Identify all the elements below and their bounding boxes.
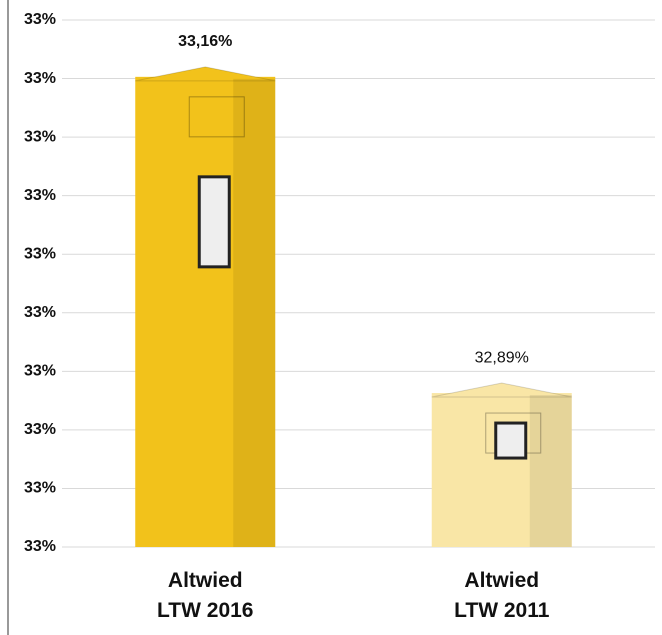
y-tick-label: 33% xyxy=(24,421,56,438)
bar xyxy=(135,76,276,547)
value-label: 32,89% xyxy=(475,349,529,366)
info-plate xyxy=(197,175,231,269)
bar-cap xyxy=(135,66,276,82)
y-tick-label: 33% xyxy=(24,70,56,87)
mail-slot xyxy=(188,96,245,138)
y-tick-label: 33% xyxy=(24,187,56,204)
y-tick-label: 33% xyxy=(24,538,56,555)
y-tick-label: 33% xyxy=(24,363,56,380)
y-tick-label: 33% xyxy=(24,11,56,28)
x-tick-label: Altwied LTW 2011 xyxy=(454,569,550,622)
value-label: 33,16% xyxy=(178,33,232,50)
y-tick-label: 33% xyxy=(24,245,56,262)
y-tick-label: 33% xyxy=(24,304,56,321)
y-tick-label: 33% xyxy=(24,480,56,497)
bar xyxy=(431,393,572,547)
x-tick-label: Altwied LTW 2016 xyxy=(157,569,254,622)
info-plate xyxy=(494,421,528,460)
y-tick-label: 33% xyxy=(24,128,56,145)
bar-cap xyxy=(431,382,572,398)
bar-shade xyxy=(233,78,276,547)
bar-shade xyxy=(529,395,572,547)
